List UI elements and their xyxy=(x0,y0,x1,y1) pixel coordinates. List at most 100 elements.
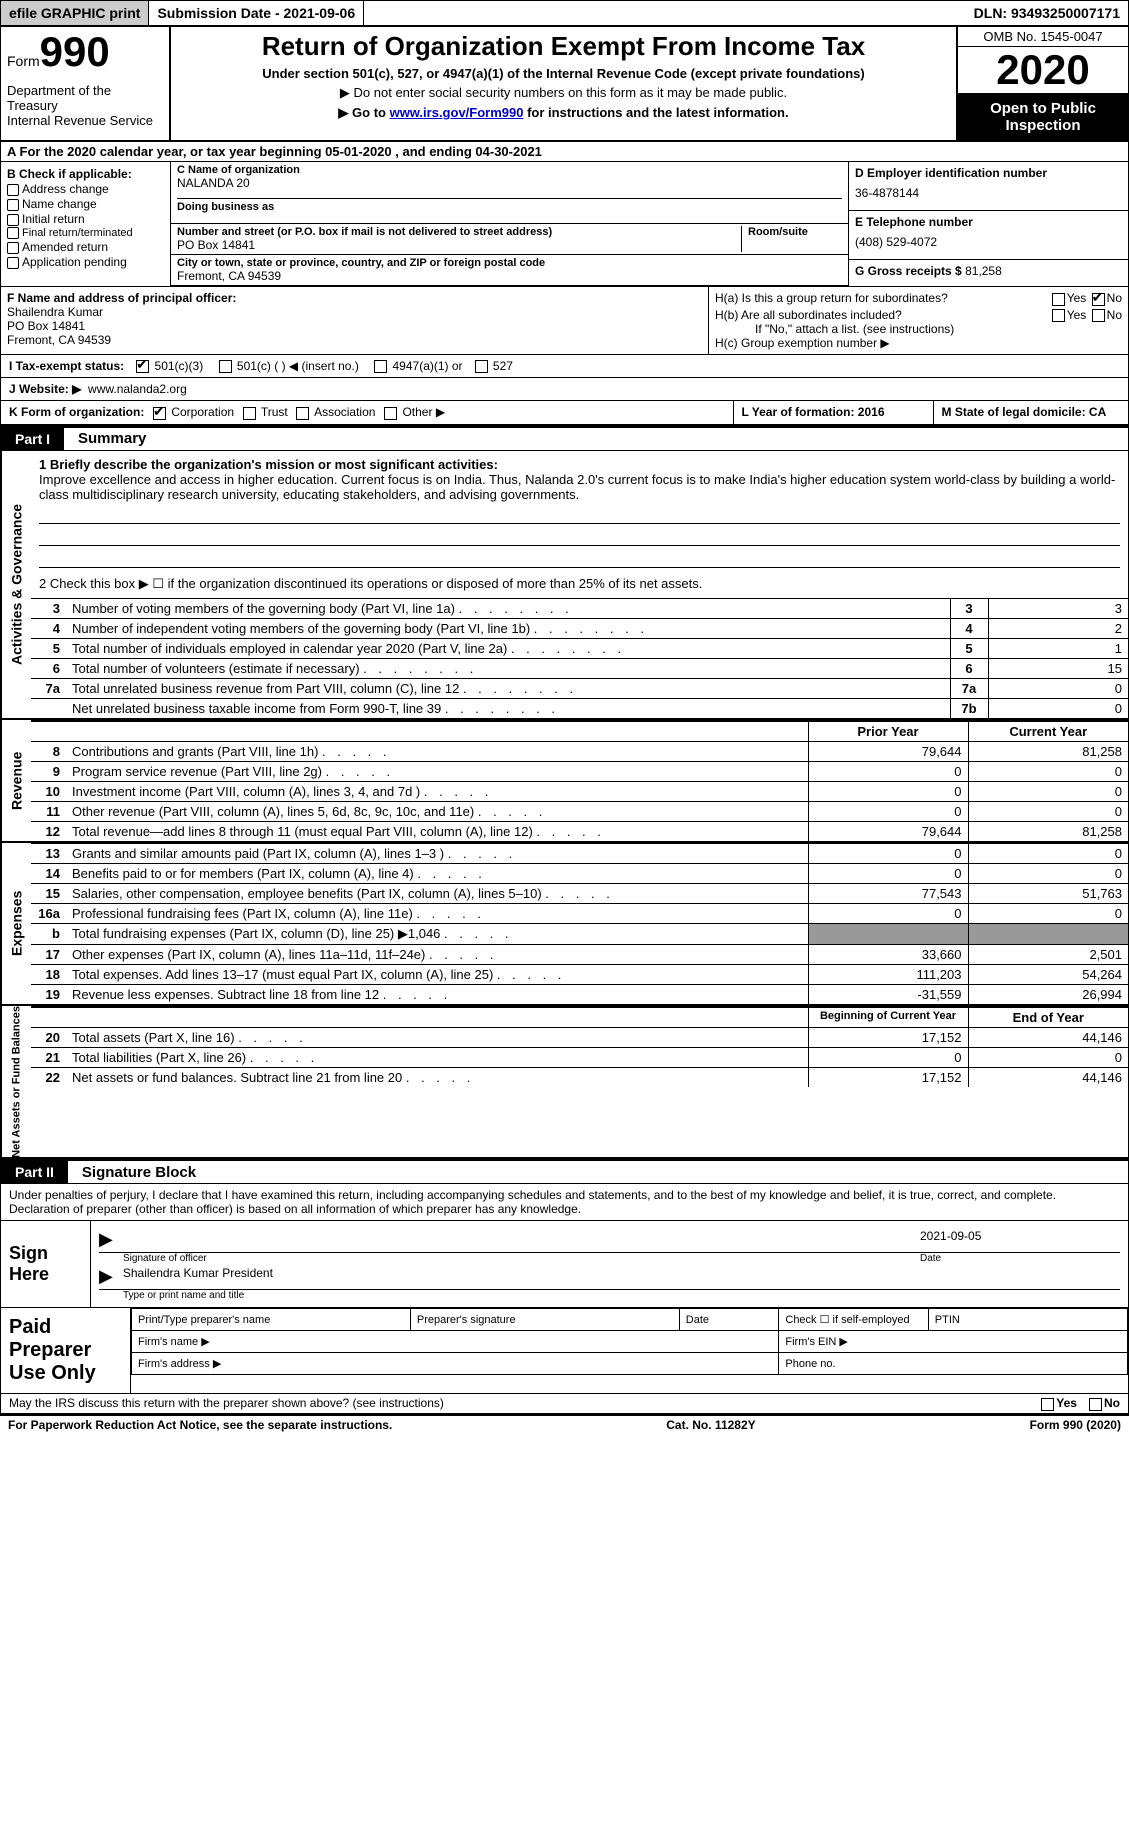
chk-corporation[interactable] xyxy=(153,407,166,420)
hdr-boy: Beginning of Current Year xyxy=(808,1007,968,1028)
chk-amended[interactable]: Amended return xyxy=(7,240,164,254)
signature-line[interactable]: ▶ 2021-09-05 xyxy=(99,1227,1120,1253)
sign-here-row: Sign Here ▶ 2021-09-05 Signature of offi… xyxy=(1,1221,1128,1307)
vert-expenses: Expenses xyxy=(1,843,31,1004)
open-to-public: Open to Public Inspection xyxy=(958,94,1128,140)
hdr-current: Current Year xyxy=(968,721,1128,742)
vert-revenue: Revenue xyxy=(1,720,31,841)
k-l-m-row: K Form of organization: Corporation Trus… xyxy=(0,401,1129,425)
irs-link[interactable]: www.irs.gov/Form990 xyxy=(390,105,524,120)
table-row: 11Other revenue (Part VIII, column (A), … xyxy=(31,801,1128,821)
goto-note: ▶ Go to www.irs.gov/Form990 for instruct… xyxy=(181,105,946,121)
discuss-yesno[interactable]: Yes No xyxy=(1039,1396,1120,1410)
header-left: Form 990 Department of the Treasury Inte… xyxy=(1,27,171,140)
efile-print-label[interactable]: efile GRAPHIC print xyxy=(1,1,149,25)
hdr-prior: Prior Year xyxy=(808,721,968,742)
col-d-e-g: D Employer identification number 36-4878… xyxy=(848,162,1128,286)
chk-4947[interactable] xyxy=(374,360,387,373)
l-year-formation: L Year of formation: 2016 xyxy=(734,401,934,423)
chk-name-change[interactable]: Name change xyxy=(7,197,164,211)
paid-preparer-row: Paid Preparer Use Only Print/Type prepar… xyxy=(1,1307,1128,1393)
table-row: 6Total number of volunteers (estimate if… xyxy=(31,658,1128,678)
chk-501c3[interactable] xyxy=(136,360,149,373)
chk-address-change[interactable]: Address change xyxy=(7,182,164,196)
tax-exempt-status-row: I Tax-exempt status: 501(c)(3) 501(c) ( … xyxy=(0,355,1129,378)
ssn-note: ▶ Do not enter social security numbers o… xyxy=(181,85,946,101)
table-row: 10Investment income (Part VIII, column (… xyxy=(31,781,1128,801)
street-address-row: Number and street (or P.O. box if mail i… xyxy=(171,224,848,255)
telephone-cell: E Telephone number (408) 529-4072 xyxy=(849,211,1128,260)
principal-officer: F Name and address of principal officer:… xyxy=(1,287,708,354)
dln: DLN: 93493250007171 xyxy=(966,1,1128,25)
vert-activities: Activities & Governance xyxy=(1,451,31,718)
revenue-table: Prior Year Current Year 8Contributions a… xyxy=(31,720,1128,841)
name-title-line[interactable]: ▶ Shailendra Kumar President xyxy=(99,1264,1120,1290)
perjury-statement: Under penalties of perjury, I declare th… xyxy=(1,1184,1128,1221)
form-header: Form 990 Department of the Treasury Inte… xyxy=(0,27,1129,140)
vert-netassets: Net Assets or Fund Balances xyxy=(1,1006,31,1158)
table-row: 17Other expenses (Part IX, column (A), l… xyxy=(31,944,1128,964)
signature-section: Under penalties of perjury, I declare th… xyxy=(0,1184,1129,1394)
chk-527[interactable] xyxy=(475,360,488,373)
ein-cell: D Employer identification number 36-4878… xyxy=(849,162,1128,211)
summary-expenses: Expenses 13Grants and similar amounts pa… xyxy=(0,843,1129,1006)
table-row: 20Total assets (Part X, line 16) . . . .… xyxy=(31,1027,1128,1047)
chk-association[interactable] xyxy=(296,407,309,420)
main-identity-block: B Check if applicable: Address change Na… xyxy=(0,162,1129,287)
table-row: 13Grants and similar amounts paid (Part … xyxy=(31,843,1128,863)
table-row: 7aTotal unrelated business revenue from … xyxy=(31,678,1128,698)
col-c-name-address: C Name of organization NALANDA 20 Doing … xyxy=(171,162,848,286)
submission-date: Submission Date - 2021-09-06 xyxy=(149,1,364,25)
city-row: City or town, state or province, country… xyxy=(171,255,848,286)
table-row: Net unrelated business taxable income fr… xyxy=(31,698,1128,718)
form-subtitle: Under section 501(c), 527, or 4947(a)(1)… xyxy=(181,66,946,81)
discuss-row: May the IRS discuss this return with the… xyxy=(0,1394,1129,1413)
chk-trust[interactable] xyxy=(243,407,256,420)
website-row: J Website: ▶ www.nalanda2.org xyxy=(0,378,1129,401)
chk-initial-return[interactable]: Initial return xyxy=(7,212,164,226)
mission-block: 1 Briefly describe the organization's mi… xyxy=(31,451,1128,598)
form-number: Form 990 xyxy=(7,31,163,73)
chk-app-pending[interactable]: Application pending xyxy=(7,255,164,269)
table-row: 21Total liabilities (Part X, line 26) . … xyxy=(31,1047,1128,1067)
omb-number: OMB No. 1545-0047 xyxy=(958,27,1128,47)
table-row: 12Total revenue—add lines 8 through 11 (… xyxy=(31,821,1128,841)
k-form-of-org: K Form of organization: Corporation Trus… xyxy=(1,401,734,423)
table-row: bTotal fundraising expenses (Part IX, co… xyxy=(31,923,1128,944)
hb-yesno[interactable]: Yes No xyxy=(1050,308,1122,322)
header-center: Return of Organization Exempt From Incom… xyxy=(171,27,958,140)
table-row: 14Benefits paid to or for members (Part … xyxy=(31,863,1128,883)
net-assets-table: Beginning of Current Year End of Year 20… xyxy=(31,1006,1128,1087)
summary-net-assets: Net Assets or Fund Balances Beginning of… xyxy=(0,1006,1129,1160)
chk-final-return[interactable]: Final return/terminated xyxy=(7,227,164,239)
hdr-eoy: End of Year xyxy=(968,1007,1128,1028)
row-a-tax-year: A For the 2020 calendar year, or tax yea… xyxy=(0,140,1129,162)
row-f-h: F Name and address of principal officer:… xyxy=(0,287,1129,355)
ha-yesno[interactable]: Yes No xyxy=(1050,291,1122,305)
expenses-table: 13Grants and similar amounts paid (Part … xyxy=(31,843,1128,1004)
header-right: OMB No. 1545-0047 2020 Open to Public In… xyxy=(958,27,1128,140)
table-row: 9Program service revenue (Part VIII, lin… xyxy=(31,761,1128,781)
table-row: 16aProfessional fundraising fees (Part I… xyxy=(31,903,1128,923)
table-row: 19Revenue less expenses. Subtract line 1… xyxy=(31,984,1128,1004)
summary-revenue: Revenue Prior Year Current Year 8Contrib… xyxy=(0,720,1129,843)
summary-activities-governance: Activities & Governance 1 Briefly descri… xyxy=(0,451,1129,720)
form-title: Return of Organization Exempt From Incom… xyxy=(181,31,946,62)
top-bar: efile GRAPHIC print Submission Date - 20… xyxy=(0,0,1129,27)
part-ii-header: Part II Signature Block xyxy=(0,1159,1129,1184)
part-i-header: Part I Summary xyxy=(0,426,1129,451)
chk-other[interactable] xyxy=(384,407,397,420)
chk-501c[interactable] xyxy=(219,360,232,373)
col-b-checkboxes: B Check if applicable: Address change Na… xyxy=(1,162,171,286)
department-label: Department of the Treasury Internal Reve… xyxy=(7,83,163,128)
table-row: 5Total number of individuals employed in… xyxy=(31,638,1128,658)
table-row: 4Number of independent voting members of… xyxy=(31,618,1128,638)
h-group-return: H(a) Is this a group return for subordin… xyxy=(708,287,1128,354)
lines-3-7b-table: 3Number of voting members of the governi… xyxy=(31,598,1128,718)
gross-receipts-cell: G Gross receipts $ 81,258 xyxy=(849,260,1128,282)
tax-year: 2020 xyxy=(958,47,1128,94)
m-state-domicile: M State of legal domicile: CA xyxy=(934,401,1128,423)
table-row: 8Contributions and grants (Part VIII, li… xyxy=(31,741,1128,761)
table-row: 15Salaries, other compensation, employee… xyxy=(31,883,1128,903)
table-row: 22Net assets or fund balances. Subtract … xyxy=(31,1067,1128,1087)
